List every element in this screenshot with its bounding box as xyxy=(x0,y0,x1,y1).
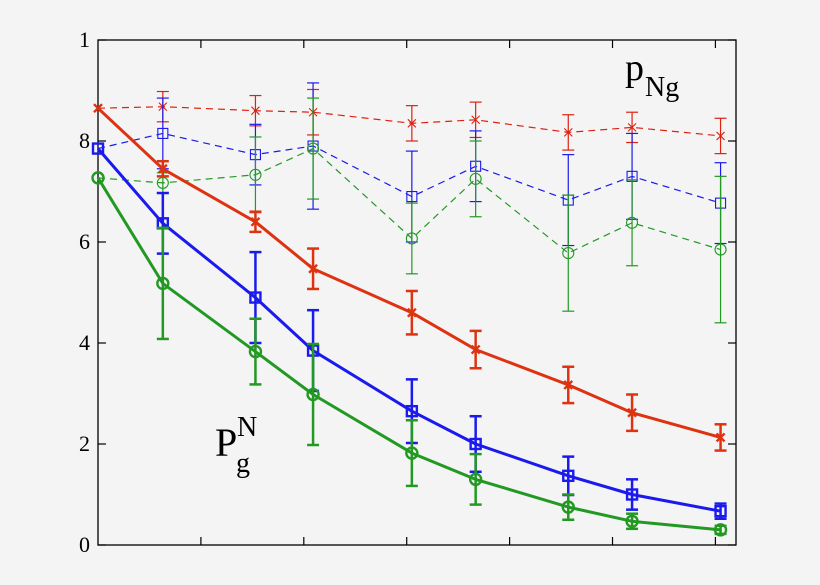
series-3-marker-2 xyxy=(250,216,261,227)
series-0-marker-7 xyxy=(627,122,637,132)
series-5-errorbar-3 xyxy=(307,342,320,447)
series-2-marker-5 xyxy=(469,172,482,185)
series-4-marker-6 xyxy=(562,469,575,483)
series-5-errorbar-4 xyxy=(405,419,418,488)
series-0-dashed-x xyxy=(93,88,727,155)
solid-series-annotation: P N g xyxy=(215,412,257,479)
series-4-marker-2 xyxy=(249,291,262,304)
series-2-marker-8 xyxy=(714,243,727,256)
series-3-marker-8 xyxy=(715,432,726,443)
dashed-annotation-subscript: Ng xyxy=(645,72,679,103)
series-3-marker-5 xyxy=(470,344,481,355)
dashed-series-annotation: p Ng xyxy=(625,47,679,103)
y-tick-label-2: 4 xyxy=(79,330,90,355)
series-2-marker-6 xyxy=(562,247,575,260)
marker-stroke-b xyxy=(627,407,637,418)
series-2-dashed-circle xyxy=(91,97,727,324)
marker-stroke-b xyxy=(407,118,417,128)
series-4-marker-4 xyxy=(405,404,419,418)
y-tick-label-5: 1 xyxy=(79,27,90,52)
series-1-marker-4 xyxy=(406,191,418,203)
series-3-marker-1 xyxy=(157,163,168,174)
series-5-errorbar-5 xyxy=(469,452,482,506)
series-5-marker-0 xyxy=(91,171,105,185)
series-4-marker-0 xyxy=(91,142,105,155)
marker-stroke-b xyxy=(627,122,637,132)
series-0-marker-5 xyxy=(471,115,481,125)
series-5-marker-5 xyxy=(468,472,483,487)
series-0-marker-2 xyxy=(251,106,260,116)
series-0-marker-4 xyxy=(407,118,417,128)
marker-stroke-b xyxy=(308,263,318,274)
series-5-marker-3 xyxy=(306,387,320,402)
series-4-errorbar-7 xyxy=(626,478,639,511)
series-2-errorbar-6 xyxy=(562,194,575,312)
y-tick-label-4: 8 xyxy=(79,128,90,153)
axis-ticks: 0 2 4 6 8 1 xyxy=(79,27,736,557)
marker-stroke-b xyxy=(93,103,103,114)
series-3-marker-3 xyxy=(308,263,318,274)
series-2-errorbar-7 xyxy=(626,179,639,267)
y-tick-label-3: 6 xyxy=(79,229,90,254)
series-5-marker-7 xyxy=(625,514,639,528)
series-1-marker-1 xyxy=(157,127,169,139)
series-2-errorbar-3 xyxy=(307,97,320,200)
marker-stroke-b xyxy=(470,344,481,355)
solid-annotation-subscript: g xyxy=(236,448,250,479)
series-2-marker-7 xyxy=(626,216,639,229)
y-tick-label-0: 0 xyxy=(79,532,90,557)
series-4-marker-5 xyxy=(469,437,482,451)
solid-annotation-main: P xyxy=(215,420,237,465)
series-5-errorbar-6 xyxy=(562,493,575,521)
plot-frame xyxy=(97,39,737,546)
series-5-marker-4 xyxy=(405,446,419,460)
series-2-marker-4 xyxy=(405,232,418,245)
y-tick-label-1: 2 xyxy=(79,431,90,456)
series-3-marker-7 xyxy=(627,407,637,418)
marker-stroke-b xyxy=(407,307,417,318)
series-0-marker-8 xyxy=(716,131,725,141)
series-2-marker-2 xyxy=(249,168,262,181)
series-5-marker-8 xyxy=(713,523,728,537)
series-5-solid-circle xyxy=(91,171,728,537)
dashed-annotation-main: p xyxy=(625,47,644,89)
series-5-marker-2 xyxy=(248,344,263,359)
series-3-marker-0 xyxy=(93,103,103,114)
marker-stroke-b xyxy=(716,131,725,141)
series-2-errorbar-4 xyxy=(405,202,418,275)
marker-stroke-b xyxy=(563,380,574,390)
series-4-marker-8 xyxy=(714,504,727,518)
series-0-marker-6 xyxy=(563,128,573,137)
series-2-errorbar-5 xyxy=(469,140,482,218)
marker-stroke-b xyxy=(471,115,481,125)
marker-stroke-b xyxy=(157,163,168,174)
series-3-marker-4 xyxy=(407,307,417,318)
series-layer xyxy=(91,82,728,537)
series-2-errorbar-8 xyxy=(714,175,727,324)
marker-stroke-b xyxy=(250,216,261,227)
series-3-solid-x xyxy=(93,103,727,452)
series-4-marker-7 xyxy=(625,488,639,501)
marker-stroke-b xyxy=(715,432,726,443)
series-3-marker-6 xyxy=(563,380,574,390)
marker-stroke-b xyxy=(563,128,573,137)
series-5-marker-6 xyxy=(561,500,575,514)
series-2-marker-3 xyxy=(307,142,320,155)
series-5-errorbar-2 xyxy=(249,317,262,386)
series-5-errorbar-1 xyxy=(156,226,169,341)
solid-annotation-superscript: N xyxy=(237,412,257,443)
series-5-marker-1 xyxy=(156,276,170,291)
marker-stroke-b xyxy=(251,106,260,116)
